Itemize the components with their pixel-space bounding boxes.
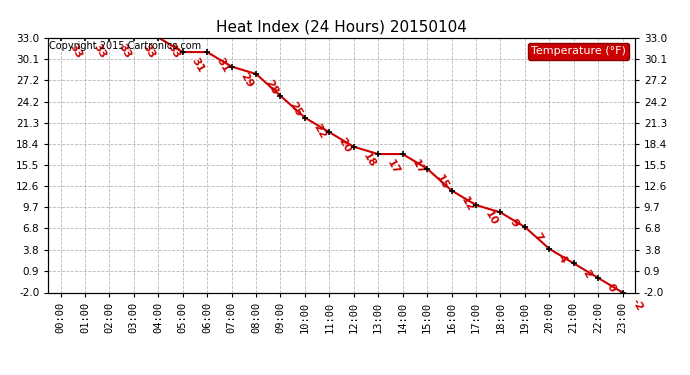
Text: 31: 31 [214, 56, 230, 75]
Legend: Temperature (°F): Temperature (°F) [528, 43, 629, 60]
Text: -2: -2 [629, 297, 644, 312]
Text: 31: 31 [190, 56, 206, 75]
Text: 17: 17 [385, 158, 402, 177]
Text: 33: 33 [165, 42, 181, 60]
Text: 7: 7 [532, 231, 544, 243]
Text: Copyright 2015 Cartronics.com: Copyright 2015 Cartronics.com [50, 41, 201, 51]
Text: 29: 29 [239, 71, 255, 89]
Text: 18: 18 [361, 151, 377, 170]
Text: 28: 28 [263, 78, 279, 96]
Text: 12: 12 [458, 195, 475, 213]
Text: 10: 10 [483, 209, 500, 228]
Text: 17: 17 [410, 158, 426, 177]
Text: 22: 22 [312, 122, 328, 140]
Text: 33: 33 [117, 42, 132, 60]
Text: 33: 33 [92, 42, 108, 60]
Text: 33: 33 [68, 42, 83, 60]
Text: 33: 33 [141, 42, 157, 60]
Title: Heat Index (24 Hours) 20150104: Heat Index (24 Hours) 20150104 [216, 20, 467, 35]
Text: 20: 20 [336, 136, 353, 155]
Text: 25: 25 [288, 100, 304, 118]
Text: 0: 0 [605, 282, 618, 294]
Text: 15: 15 [434, 173, 451, 191]
Text: 4: 4 [556, 253, 569, 265]
Text: 9: 9 [507, 216, 520, 228]
Text: 2: 2 [581, 267, 593, 279]
